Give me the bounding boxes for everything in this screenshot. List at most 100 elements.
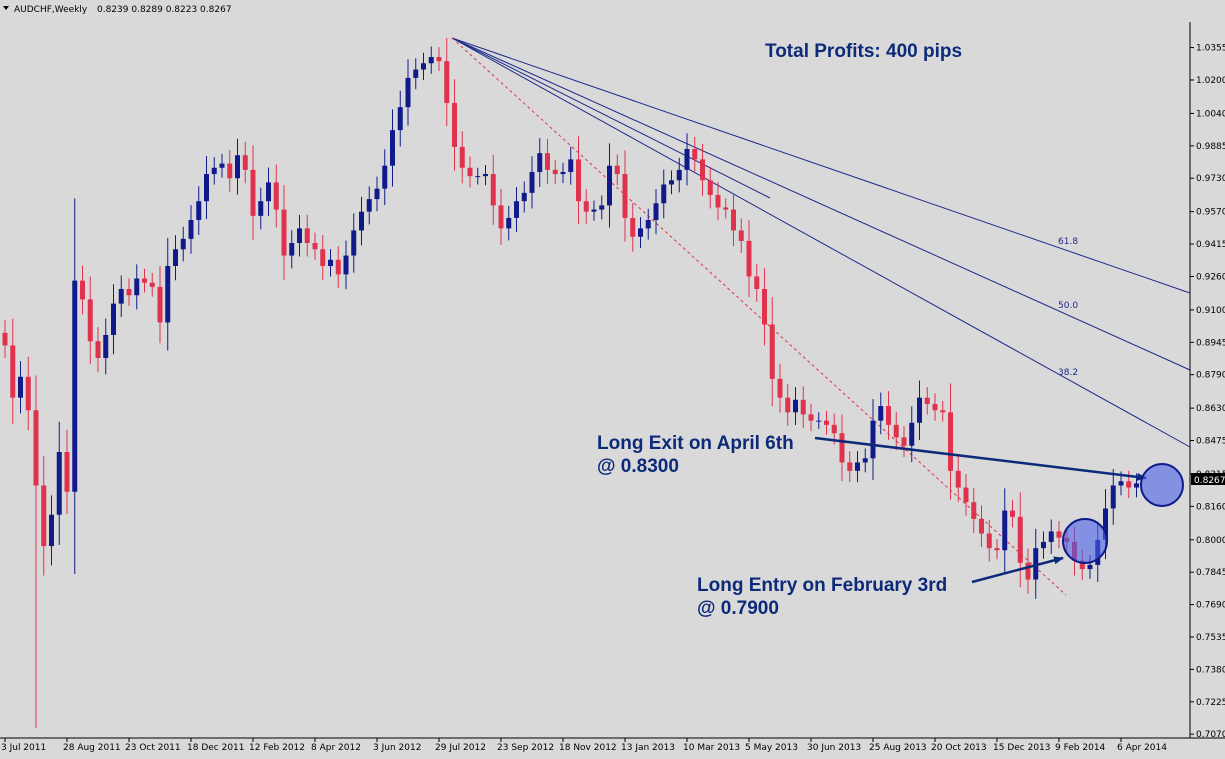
candle [25,356,31,431]
candle [1033,528,1039,599]
candle-body [498,205,504,229]
candle-body [413,69,419,78]
candle [49,495,54,566]
candle [219,153,225,178]
time-tick-label: 23 Oct 2011 [125,743,181,753]
candle [622,150,628,242]
candle [955,456,961,502]
candle-body [506,217,512,229]
candle [320,235,326,281]
candle-body [281,209,287,256]
candle-body [436,56,442,62]
candle-body [1010,510,1015,517]
candle [599,195,605,220]
candle-body [793,399,798,413]
candle [397,90,403,147]
entry-label-line1: Long Entry on February 3rd [697,575,947,596]
candle-body [816,420,822,422]
candle [1056,520,1062,549]
time-axis: 3 Jul 2011 28 Aug 2011 23 Oct 2011 18 Dec 2… [1,738,1167,753]
exit-label-line1: Long Exit on April 6th [597,433,794,454]
candle-body [568,159,574,172]
candle [862,448,868,473]
time-tick-label: 12 Feb 2012 [249,743,305,753]
candle [289,230,295,269]
candle-body [948,412,953,471]
price-tick-label: 0.8630 [1196,404,1225,414]
candle-body [839,433,845,463]
candle [746,220,752,298]
candle [1025,548,1031,594]
candle [839,414,845,482]
candle [180,226,186,262]
candle [777,363,783,413]
candle-body [235,155,240,179]
candle [754,263,760,302]
ohlc-values: 0.8239 0.8289 0.8223 0.8267 [97,5,232,15]
price-tick-label: 0.8945 [1196,338,1225,348]
candle-body [72,280,78,492]
candle-body [1126,481,1132,488]
time-tick-label: 3 Jun 2012 [373,743,421,753]
candle-body [963,487,969,503]
candles [2,38,1139,728]
time-tick-label: 20 Oct 2013 [931,743,987,753]
candle [948,383,953,500]
candle-body [529,171,535,193]
candle-body [1103,508,1108,540]
candle [273,164,279,228]
time-tick-label: 18 Dec 2011 [187,743,245,753]
candle-body [614,165,620,175]
menu-triangle-icon[interactable] [3,6,9,10]
candle [157,266,163,344]
candle [545,138,550,185]
candle-body [56,452,62,515]
candle-body [374,188,380,200]
price-tick-label: 0.7845 [1196,568,1225,578]
candle [940,401,946,422]
candle-body [723,207,729,210]
candle-body [297,228,302,244]
candle [552,160,558,184]
fan-line-upper [451,37,771,199]
candle-body [932,403,938,411]
candle [444,38,450,126]
candle [328,249,333,277]
candle [893,412,899,451]
candle-body [157,286,163,323]
candle [793,387,798,426]
candle [366,186,372,225]
candle-body [692,148,698,160]
candle [963,474,969,516]
candle-body [622,174,628,218]
candle [521,181,527,213]
candle [924,387,930,415]
symbol-label: AUDCHF,Weekly [14,5,88,15]
candle [80,265,85,315]
candle [707,166,713,209]
candle [165,237,171,351]
candle-body [475,176,481,178]
candle [568,146,574,185]
candle-body [514,201,519,218]
candle-body [1017,516,1023,563]
candle-body [591,209,597,212]
candle-body [583,201,589,212]
candle-body [645,220,651,229]
candle [351,213,357,273]
candle-body [18,376,23,398]
price-tick-label: 0.9570 [1196,208,1225,218]
candle [421,52,426,81]
candle [312,232,318,260]
candle-body [25,376,31,411]
candle-body [204,174,209,202]
candle [537,138,543,187]
price-tick-label: 0.9415 [1196,240,1225,250]
candle [692,136,698,172]
candle-body [731,209,736,231]
candle-body [173,249,178,266]
candle [816,412,822,430]
